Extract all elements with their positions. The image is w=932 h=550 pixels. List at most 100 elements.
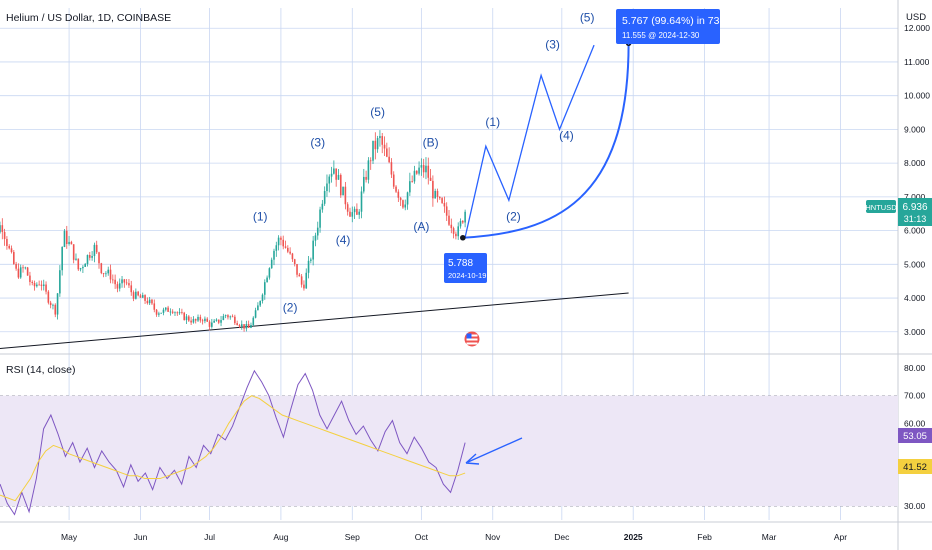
time-tick-label: Jul	[204, 532, 215, 542]
candle-body	[383, 144, 386, 149]
candle-body	[450, 224, 453, 229]
candle-body	[243, 324, 245, 329]
candle-body	[144, 295, 146, 301]
candle-body	[296, 264, 298, 275]
candle-body	[411, 181, 413, 183]
candle-body	[0, 225, 1, 233]
candle-body	[42, 284, 45, 286]
candle-body	[123, 279, 126, 283]
candle-body	[93, 244, 96, 257]
candle-body	[418, 167, 420, 174]
price-tick-label: 4.000	[904, 293, 926, 303]
candle-body	[316, 227, 319, 236]
candle-body	[432, 180, 434, 199]
price-tick-label: 11.000	[904, 57, 930, 67]
candle-body	[220, 320, 222, 323]
candle-body	[160, 312, 162, 314]
candle-body	[49, 302, 52, 306]
candle-body	[59, 270, 61, 294]
candle-body	[10, 248, 13, 253]
target-detail-text: 11.555 @ 2024-12-30	[622, 31, 700, 40]
rsi-value-badge: 53.05	[898, 428, 932, 443]
symbol-title: Helium / US Dollar, 1D, COINBASE	[6, 12, 171, 24]
rsi-arrow-head	[465, 453, 480, 465]
candle-body	[452, 228, 455, 234]
candle-body	[26, 267, 29, 276]
candle-body	[358, 211, 361, 215]
candle-body	[24, 267, 27, 269]
candle-body	[68, 241, 70, 245]
candle-body	[178, 312, 181, 314]
candle-body	[130, 285, 133, 293]
candle-body	[275, 245, 278, 251]
time-tick-label: Apr	[834, 532, 847, 542]
elliott-wave-labels: (1) (2) (3) (4) (5) (A) (B) (1) (2) (3) (4) (5)	[253, 10, 595, 314]
candle-body	[77, 258, 80, 270]
candle-body	[185, 316, 188, 321]
candle-body	[217, 319, 220, 323]
candle-body	[399, 197, 402, 201]
candle-body	[86, 255, 89, 264]
candle-body	[342, 186, 344, 196]
projection-drawings[interactable]	[460, 40, 632, 241]
candle-body	[137, 291, 139, 296]
rsi-ma-line	[0, 395, 466, 502]
candle-body	[323, 191, 326, 204]
candle-body	[128, 283, 130, 286]
candle-body	[415, 170, 418, 174]
trendline[interactable]	[0, 292, 629, 352]
candle-body	[84, 263, 87, 267]
candle-body	[374, 140, 377, 150]
candle-body	[356, 208, 358, 215]
candle-body	[162, 309, 165, 313]
candle-body	[273, 250, 275, 260]
candle-body	[344, 186, 347, 205]
countdown-text: 31:13	[904, 214, 927, 224]
rsi-tick-label: 70.00	[904, 391, 926, 401]
candle-body	[319, 209, 321, 228]
price-tick-label: 9.000	[904, 124, 926, 134]
candle-body	[455, 233, 457, 237]
start-callout[interactable]: 5.788 2024-10-19	[444, 253, 487, 283]
candle-body	[429, 177, 432, 181]
price-tick-label: 7.000	[904, 192, 926, 202]
candle-body	[88, 255, 91, 258]
candle-body	[307, 260, 310, 273]
candle-body	[372, 140, 374, 161]
candle-body	[287, 247, 289, 252]
candle-body	[381, 136, 384, 145]
candle-body	[231, 316, 234, 318]
candle-body	[70, 241, 73, 245]
rsi-value-text: 53.05	[903, 431, 927, 442]
price-tick-label: 12.000	[904, 23, 930, 33]
target-callout[interactable]: 5.767 (99.64%) in 73d 11.555 @ 2024-12-3…	[616, 9, 725, 44]
candle-body	[112, 279, 114, 281]
wave-label: (1)	[253, 209, 268, 223]
last-price-text: 6.936	[902, 202, 927, 213]
candle-body	[153, 303, 156, 310]
candle-body	[6, 238, 8, 246]
candle-body	[261, 294, 264, 301]
candle-body	[183, 312, 186, 321]
us-flag-icon[interactable]	[464, 331, 480, 347]
candle-body	[289, 251, 291, 254]
candle-body	[360, 191, 363, 212]
candle-body	[33, 282, 36, 287]
candle-body	[190, 320, 192, 323]
candle-body	[116, 284, 119, 289]
candle-body	[335, 168, 337, 180]
candle-body	[238, 325, 241, 327]
candle-body	[257, 305, 259, 311]
candle-body	[291, 253, 294, 260]
candle-body	[167, 307, 169, 312]
target-arc	[462, 43, 630, 239]
target-headline-text: 5.767 (99.64%) in 73d	[622, 15, 725, 27]
candle-body	[15, 263, 17, 269]
candle-body	[211, 322, 213, 327]
candle-body	[1, 225, 4, 233]
candle-body	[365, 176, 367, 180]
candle-body	[268, 268, 271, 278]
candle-body	[91, 256, 93, 258]
